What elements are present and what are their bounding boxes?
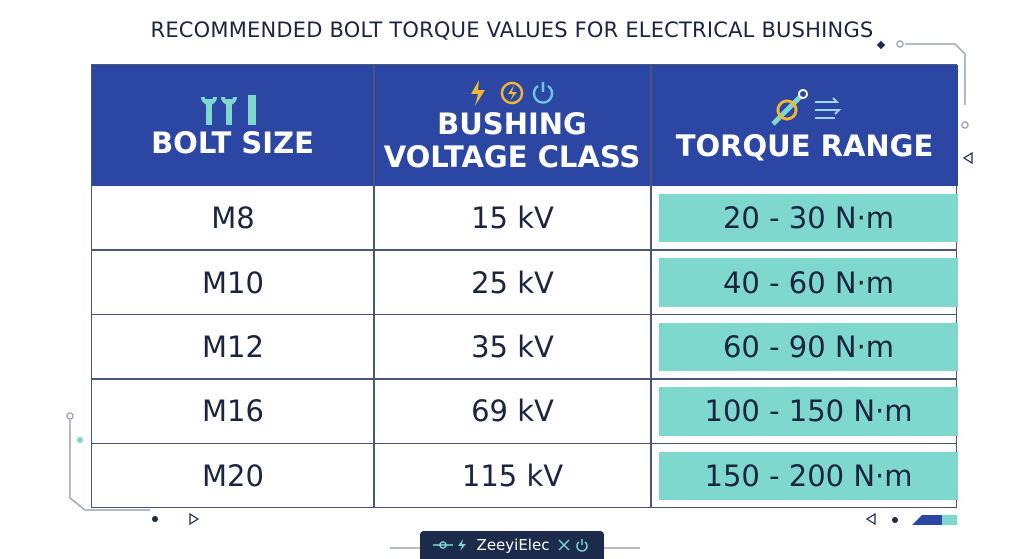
torque-cell: 20 - 30 N·m bbox=[659, 194, 958, 243]
brand-name: ZeeyiElec bbox=[476, 536, 550, 554]
row-divider bbox=[92, 442, 956, 445]
voltage-cell: 35 kV bbox=[471, 329, 554, 364]
brand-badge: ZeeyiElec bbox=[420, 531, 604, 559]
column-divider bbox=[373, 65, 375, 507]
brand-icon bbox=[558, 539, 589, 552]
row-divider bbox=[92, 313, 956, 316]
bolt-size-cell: M20 bbox=[202, 458, 264, 493]
torque-cell: 60 - 90 N·m bbox=[659, 322, 958, 372]
header-cell: BUSHING VOLTAGE CLASS bbox=[374, 65, 651, 186]
header-cell: BOLT SIZE bbox=[92, 65, 374, 186]
bolt-size-cell: M12 bbox=[202, 329, 264, 364]
table: BOLT SIZE BUSHING VOLTAGE CLASS TORQUE R… bbox=[91, 64, 958, 508]
voltage-cell: 115 kV bbox=[461, 458, 564, 493]
header-text: BUSHING VOLTAGE CLASS bbox=[383, 107, 641, 174]
column-divider bbox=[650, 65, 652, 507]
torque-cell: 40 - 60 N·m bbox=[659, 258, 958, 307]
brand-icon bbox=[432, 539, 466, 551]
row-divider bbox=[92, 378, 956, 380]
title: RECOMMENDED BOLT TORQUE VALUES FOR ELECT… bbox=[150, 18, 874, 42]
row-divider bbox=[92, 249, 956, 251]
voltage-cell: 69 kV bbox=[471, 394, 554, 429]
header-text: TORQUE RANGE bbox=[675, 129, 934, 164]
voltage-cell: 25 kV bbox=[471, 265, 554, 300]
bolt-size-cell: M10 bbox=[202, 265, 264, 300]
torque-icon bbox=[770, 89, 841, 127]
torque-cell: 100 - 150 N·m bbox=[659, 387, 958, 436]
bolt-size-cell: M16 bbox=[202, 394, 264, 429]
bolt-size-cell: M8 bbox=[211, 201, 255, 236]
power-icons bbox=[471, 80, 554, 107]
header-text: BOLT SIZE bbox=[151, 126, 314, 161]
tools-icon bbox=[200, 95, 256, 126]
header-cell: TORQUE RANGE bbox=[651, 65, 958, 186]
voltage-cell: 15 kV bbox=[471, 201, 554, 236]
torque-cell: 150 - 200 N·m bbox=[659, 451, 958, 500]
